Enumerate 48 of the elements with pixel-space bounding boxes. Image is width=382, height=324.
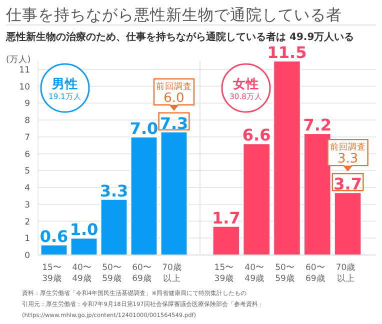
y-tick-label: 6 [24, 150, 30, 160]
chart-title: 仕事を持ちながら悪性新生物で通院している者 [5, 6, 342, 24]
bar [100, 198, 128, 256]
y-tick-label: 10 [19, 82, 30, 92]
x-tick-label: 60〜69歳 [305, 263, 326, 284]
data-label: 1.7 [212, 208, 240, 228]
bar [304, 133, 332, 256]
x-tick-label: 15〜39歳 [214, 263, 234, 284]
y-tick-label: 0 [24, 251, 30, 261]
data-label: 11.5 [267, 43, 307, 62]
bar [70, 238, 98, 256]
data-label: 3.7 [334, 174, 362, 194]
x-tick-label: 70歳以上 [162, 262, 182, 284]
series-label: 女性 [232, 76, 259, 91]
bar [334, 192, 362, 256]
data-label: 3.3 [100, 181, 128, 200]
x-tick-label: 50〜59歳 [275, 263, 295, 284]
annotation: 前回調査 3.3 [330, 142, 366, 167]
bar [242, 143, 270, 256]
data-label: 7.3 [160, 114, 188, 133]
data-label: 7.0 [130, 118, 158, 138]
bar [160, 131, 188, 256]
x-tick-label: 40〜49歳 [244, 263, 265, 284]
data-label: 6.6 [242, 126, 271, 145]
y-tick-label: 4 [24, 184, 30, 194]
y-tick-label: 9 [24, 99, 30, 110]
chart-subtitle: 悪性新生物の治療のため、仕事を持ちながら通院している者は 49.9万人いる [5, 31, 354, 43]
data-label: 1.0 [70, 220, 98, 240]
y-tick-label: 1 [24, 234, 30, 244]
bar [212, 226, 240, 256]
text: 男性 [51, 76, 78, 91]
x-tick-label: 60〜69歳 [132, 263, 152, 284]
y-tick-label: 5 [24, 166, 30, 177]
data-label: 7.2 [303, 116, 332, 135]
y-axis-title: (万人) [6, 54, 31, 65]
x-tick-label: 50〜59歳 [102, 263, 122, 284]
data-label: 0.6 [40, 226, 68, 246]
x-tick-label: 70歳以上 [336, 262, 356, 284]
x-tick-label: 15〜39歳 [42, 263, 62, 284]
bar [130, 136, 158, 256]
y-tick-label: 3 [24, 200, 30, 210]
y-tick-label: 7 [24, 132, 30, 143]
y-tick-label: 11 [19, 65, 30, 76]
y-tick-label: 2 [24, 217, 30, 228]
x-tick-label: 40〜49歳 [72, 263, 92, 284]
y-tick-label: 8 [24, 116, 30, 126]
annotation: 前回調査 6.0 [156, 80, 192, 106]
bar [273, 60, 301, 256]
